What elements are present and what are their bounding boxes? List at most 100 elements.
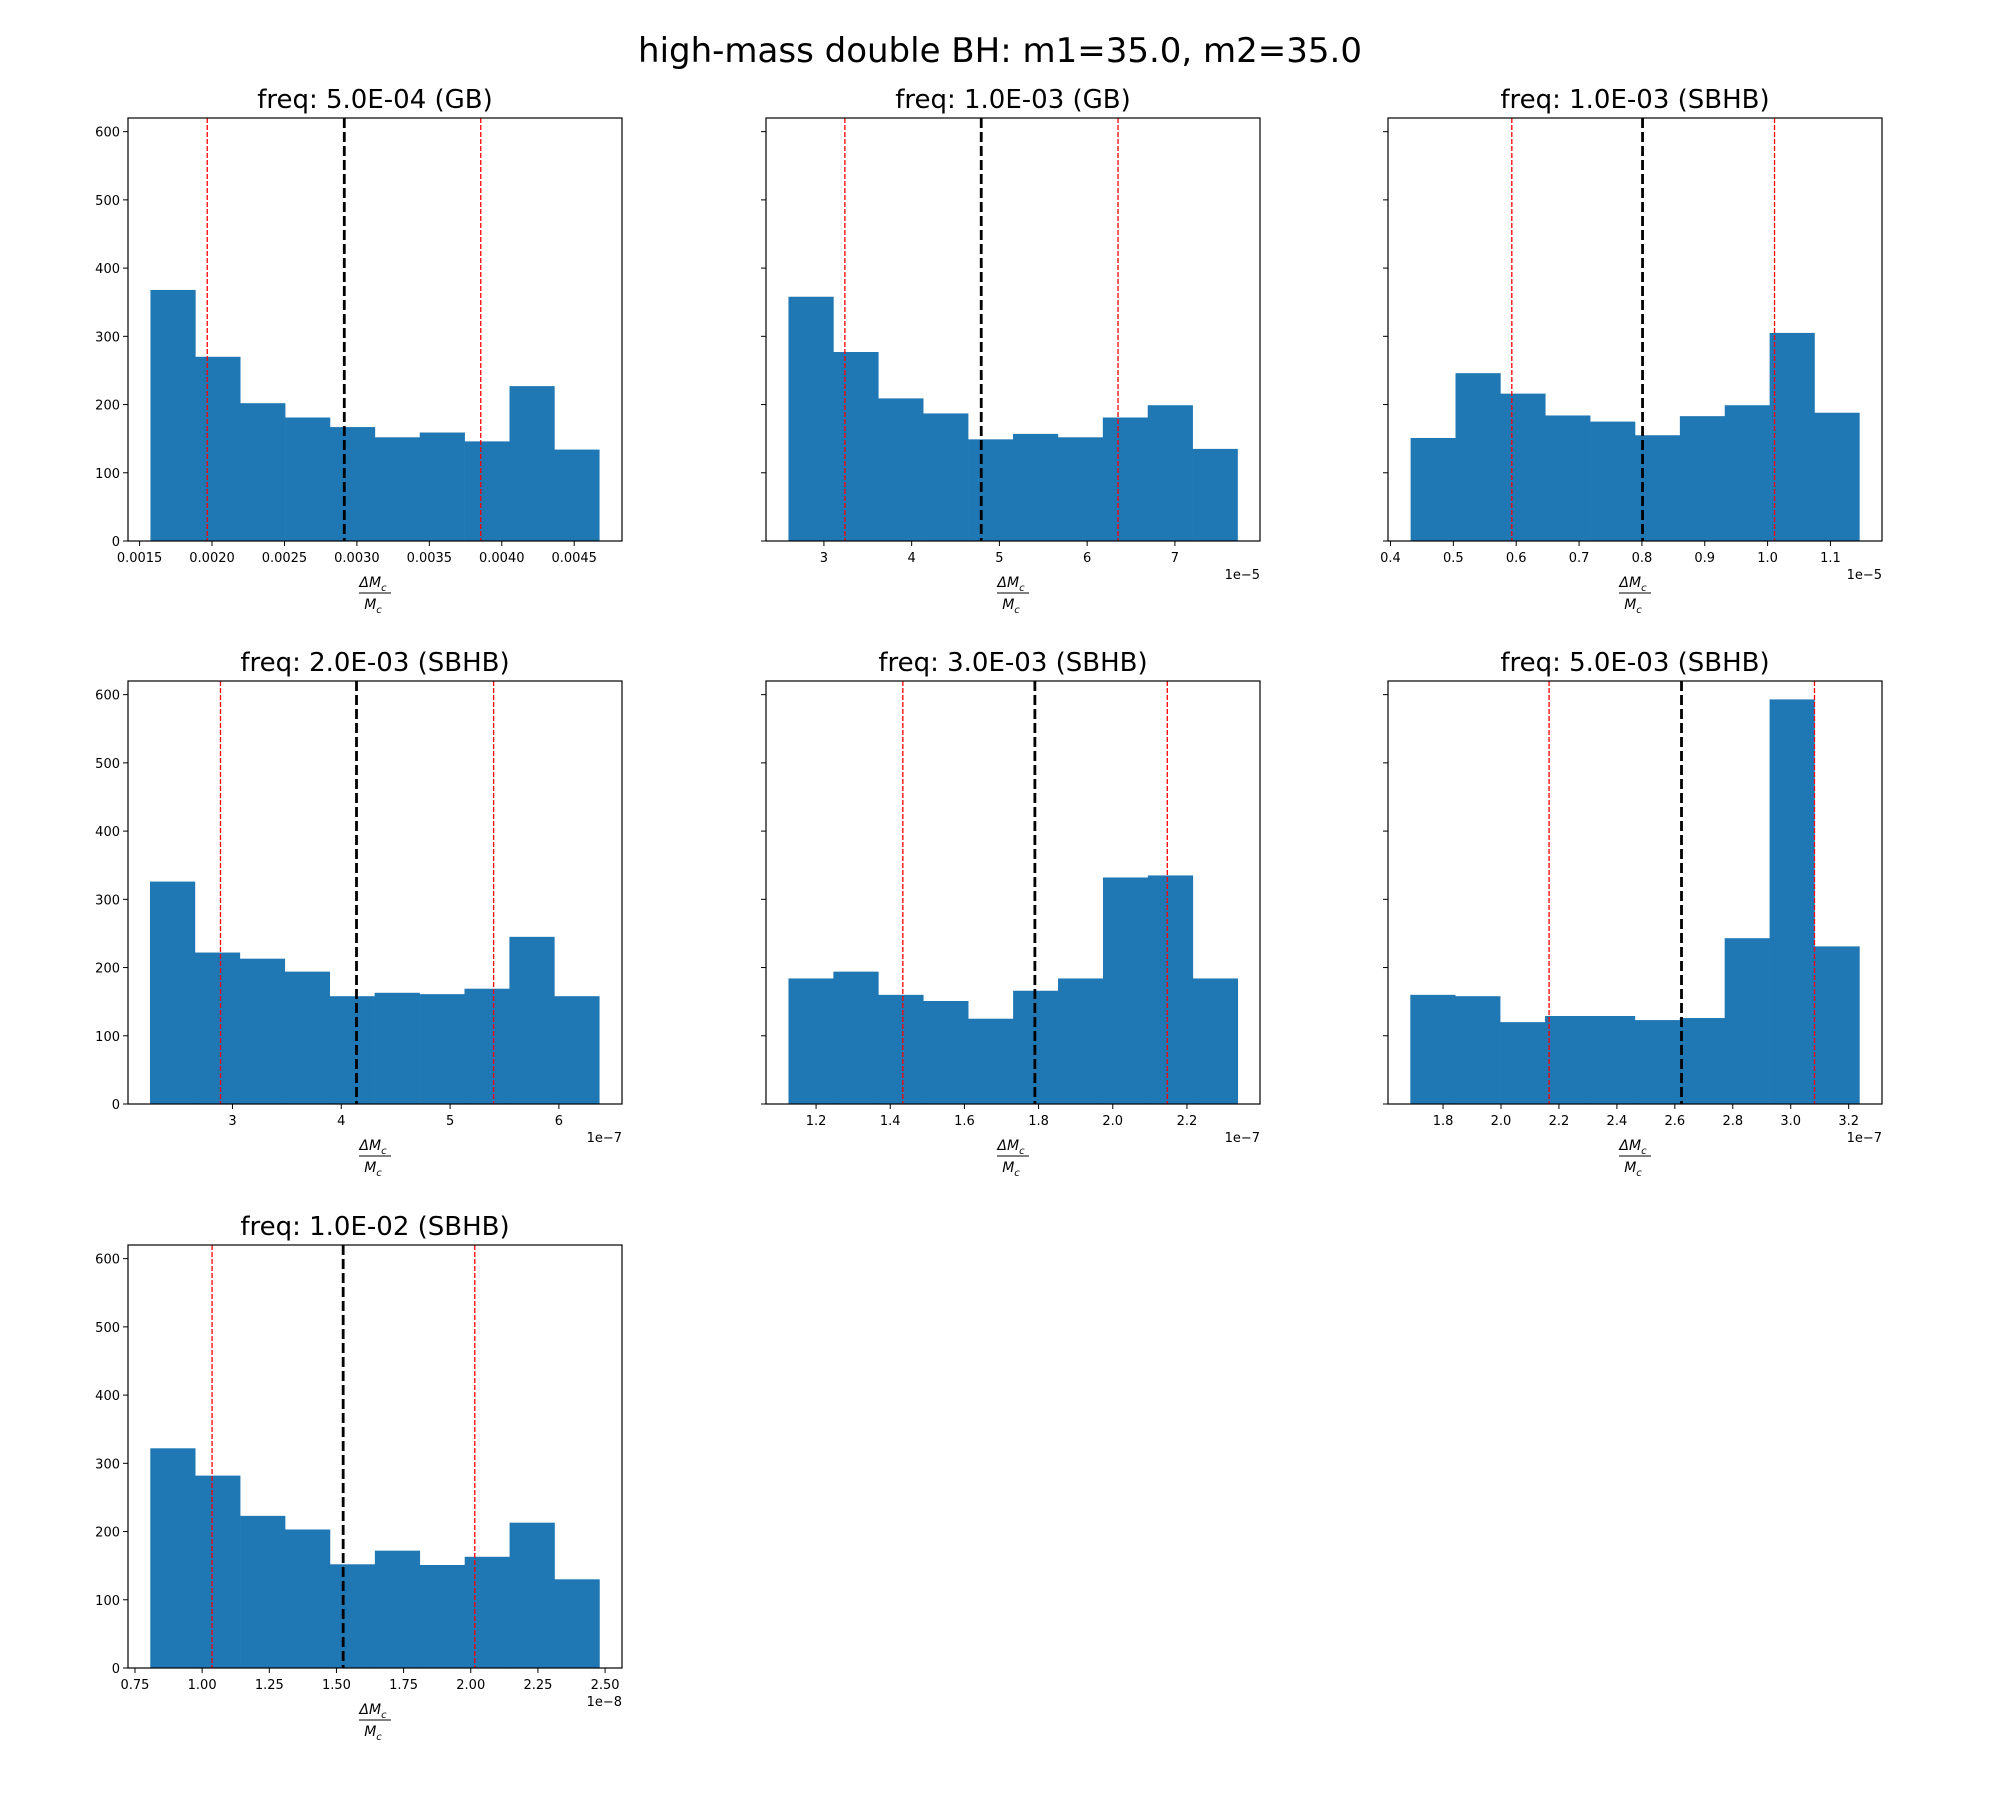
histogram-bar [1147,875,1194,1104]
histogram-bar [1724,405,1770,541]
x-tick-label: 3 [820,551,828,566]
x-axis-label-numerator: ΔMc [358,575,387,594]
histogram-bar [554,996,600,1104]
x-tick-label: 1.8 [1028,1114,1049,1129]
x-axis-label-denominator: Mc [1624,597,1642,616]
histogram-bar [1058,978,1104,1104]
x-tick-label: 2.8 [1722,1114,1743,1129]
y-tick-label: 400 [95,1389,120,1404]
x-axis-label-numerator: ΔMc [996,575,1025,594]
x-tick-label: 2.0 [1102,1114,1123,1129]
x-tick-label: 0.6 [1506,551,1527,566]
y-tick-label: 100 [95,1030,120,1045]
x-axis-label-denominator: Mc [1624,1160,1642,1179]
histogram-bar [285,1529,331,1668]
y-tick-label: 600 [95,126,120,141]
x-axis-label-denominator: Mc [1002,597,1020,616]
histogram-bar [1814,412,1860,541]
x-tick-label: 1.8 [1433,1114,1454,1129]
histogram-panel: 1.2 1.4 1.6 1.8 2.0 2.2 1e−7 freq: 3.0E-03 (SBH… [761,648,1261,1179]
x-tick-label: 1.2 [806,1114,827,1129]
histogram-bar [1147,405,1193,541]
x-tick-label: 0.0035 [407,551,453,566]
histogram-bar [374,992,420,1104]
histogram-bar [509,936,555,1104]
axes-frame [127,1244,623,1669]
panel-title: freq: 5.0E-03 (SBHB) [1500,648,1769,678]
x-tick-label: 7 [1171,551,1179,566]
histogram-panel: 1.8 2.0 2.2 2.4 2.6 2.8 3.0 3.2 1e−7 freq: 5.0E-0… [1383,648,1883,1179]
histogram-bar [788,296,834,541]
x-axis-label-numerator: ΔMc [358,1138,387,1157]
histogram-bar [1814,946,1860,1104]
y-tick-label: 200 [95,399,120,414]
histogram-bar [1724,938,1770,1104]
x-offset-label: 1e−7 [1225,1131,1260,1146]
panel-title: freq: 5.0E-04 (GB) [257,85,493,115]
panel-title: freq: 1.0E-02 (SBHB) [240,1212,509,1242]
y-tick-label: 100 [95,1594,120,1609]
histogram-bar [374,437,421,541]
axes-frame [765,680,1261,1105]
y-tick-label: 500 [95,194,120,209]
y-tick-label: 200 [95,962,120,977]
x-tick-label: 5 [446,1114,454,1129]
histogram-bar [1769,699,1815,1104]
histogram-bar [1634,1020,1681,1104]
histogram-bar [285,417,331,541]
histogram-bar [149,881,196,1104]
histogram-panel: 0.4 0.5 0.6 0.7 0.8 0.9 1.0 1.1 1e−5 freq: 1.0E-0… [1380,85,1883,616]
histogram-bar [329,996,375,1104]
histogram-panel: 0 100 200 300 400 500 600 0.75 1.00 1.25 1.50 1.75 2… [95,1212,623,1743]
x-tick-label: 3 [228,1114,236,1129]
x-tick-label: 3.2 [1838,1114,1859,1129]
panel-title: freq: 1.0E-03 (GB) [895,85,1131,115]
axes-frame [127,117,623,542]
histogram-bar [419,432,465,541]
x-tick-label: 4 [908,551,916,566]
x-axis-label-denominator: Mc [1002,1160,1020,1179]
x-tick-label: 0.4 [1380,551,1401,566]
x-tick-label: 1.0 [1757,551,1778,566]
x-tick-label: 0.0040 [479,551,525,566]
histogram-bar [833,971,879,1104]
x-tick-label: 0.0015 [117,551,163,566]
histogram-bar [833,352,879,541]
x-tick-label: 6 [1083,551,1091,566]
y-tick-label: 600 [95,689,120,704]
histogram-bar [464,988,510,1104]
histogram-bar [1500,393,1546,541]
x-tick-label: 0.0030 [334,551,380,566]
x-tick-label: 2.00 [456,1678,485,1693]
x-offset-label: 1e−5 [1225,568,1260,583]
histogram-bar [1057,437,1104,541]
x-tick-label: 0.75 [121,1678,150,1693]
histogram-bar [195,356,241,541]
histogram-bar [1192,978,1239,1104]
x-tick-label: 0.9 [1694,551,1715,566]
x-tick-label: 4 [337,1114,345,1129]
histogram-bar [554,1579,600,1668]
x-axis-label-numerator: ΔMc [1618,1138,1647,1157]
x-axis-label-numerator: ΔMc [1618,575,1647,594]
histogram-bar [788,978,834,1104]
histogram-bar [1590,421,1636,541]
histogram-bar [1455,373,1501,541]
x-tick-label: 2.4 [1607,1114,1628,1129]
x-axis-label-denominator: Mc [364,1724,382,1743]
x-tick-label: 2.0 [1491,1114,1512,1129]
x-tick-label: 0.5 [1443,551,1464,566]
y-tick-label: 500 [95,757,120,772]
histogram-bar [1545,1015,1591,1104]
histogram-bar [240,403,286,541]
y-tick-label: 400 [95,825,120,840]
histogram-bar [1455,996,1501,1104]
histogram-bar [329,427,376,541]
y-tick-label: 600 [95,1253,120,1268]
histogram-bar [509,1522,555,1668]
histogram-bar [878,994,924,1104]
histogram-bar [374,1550,421,1668]
y-tick-label: 300 [95,893,120,908]
histogram-bar [239,958,286,1104]
